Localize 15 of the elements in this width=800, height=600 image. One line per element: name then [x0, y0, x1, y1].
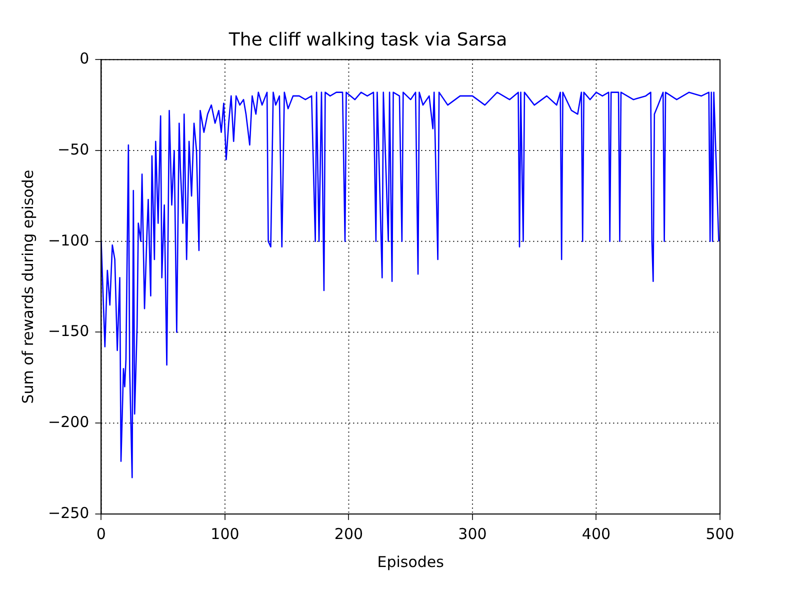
- y-tick-label: −250: [48, 504, 90, 522]
- y-tick-label: −50: [58, 140, 90, 158]
- y-tick-label: −200: [48, 413, 90, 432]
- chart-title: The cliff walking task via Sarsa: [228, 29, 508, 50]
- x-axis-title: Episodes: [377, 552, 444, 571]
- x-tick-label: 400: [582, 524, 611, 543]
- x-tick-label: 100: [210, 524, 240, 543]
- y-tick-label: 0: [80, 49, 90, 68]
- x-tick-label: 0: [96, 524, 106, 543]
- x-tick-label: 500: [706, 524, 734, 543]
- y-tick-label: −100: [48, 231, 90, 250]
- x-tick-label: 300: [458, 524, 487, 543]
- y-tick-label: −150: [48, 322, 90, 340]
- x-tick-label: 200: [334, 524, 364, 543]
- y-axis-title: Sum of rewards during episode: [18, 170, 37, 404]
